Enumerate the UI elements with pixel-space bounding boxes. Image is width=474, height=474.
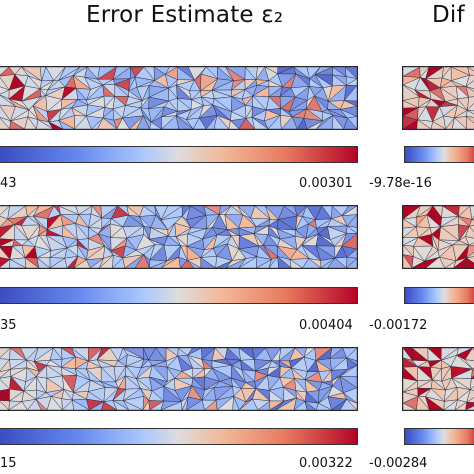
mesh-triangle	[72, 399, 90, 410]
mesh-triangles	[0, 348, 357, 410]
mesh-triangle	[36, 257, 51, 268]
mesh-triangles	[403, 67, 474, 129]
mesh-triangle	[416, 395, 430, 410]
error-colorbar-min-label-2: 35	[0, 318, 17, 333]
mesh-triangle	[48, 121, 64, 129]
mesh-triangle	[46, 395, 63, 410]
mesh-triangle	[228, 120, 240, 129]
mesh-triangle	[9, 259, 27, 268]
mesh-triangle	[315, 402, 332, 410]
difference-mesh-plot-1	[402, 66, 474, 130]
mesh-triangle	[136, 115, 150, 129]
mesh-triangle	[134, 254, 150, 268]
mesh-triangle	[469, 206, 474, 221]
mesh-triangle	[430, 121, 447, 129]
mesh-triangle	[470, 375, 474, 380]
error-colorbar-1	[0, 146, 358, 163]
mesh-triangle	[343, 117, 357, 129]
mesh-triangle	[464, 359, 474, 370]
difference-mesh-plot-3	[402, 347, 474, 411]
difference-colorbar-min-label-1: -9.78e-16	[369, 176, 432, 191]
mesh-triangle	[346, 257, 357, 268]
mesh-triangle	[468, 219, 474, 227]
mesh-triangles	[403, 206, 474, 268]
mesh-triangle	[465, 236, 474, 246]
difference-colorbar-min-label-2: -0.00172	[369, 318, 428, 333]
mesh-triangle	[238, 118, 255, 129]
mesh-triangles	[0, 206, 357, 268]
mesh-triangle	[339, 398, 357, 410]
error-colorbar-max-label-1: 0.00301	[299, 176, 353, 191]
error-estimate-title: Error Estimate ε₂	[86, 2, 284, 28]
mesh-triangle	[327, 257, 347, 268]
mesh-triangle	[149, 121, 163, 129]
difference-colorbar-1	[404, 146, 474, 163]
mesh-triangle	[187, 260, 202, 268]
mesh-triangle	[403, 254, 413, 268]
mesh-triangle	[416, 119, 432, 129]
mesh-triangle	[24, 257, 40, 268]
error-colorbar-min-label-1: 43	[0, 176, 17, 191]
difference-title: Dif	[432, 2, 465, 28]
mesh-triangle	[35, 399, 48, 410]
difference-colorbar-2	[404, 287, 474, 304]
mesh-triangle	[289, 259, 303, 268]
mesh-triangle	[112, 399, 130, 410]
mesh-triangle	[97, 117, 118, 129]
mesh-triangle	[232, 396, 240, 410]
error-colorbar-2	[0, 287, 358, 304]
mesh-triangle	[58, 119, 75, 129]
difference-colorbar-3	[404, 428, 474, 445]
mesh-triangle	[101, 401, 118, 410]
mesh-triangle	[403, 402, 417, 410]
mesh-triangle	[465, 86, 474, 98]
mesh-triangle	[9, 120, 26, 129]
mesh-triangle	[302, 258, 322, 268]
difference-mesh-plot-2	[402, 205, 474, 269]
mesh-triangle	[451, 117, 467, 129]
mesh-triangle	[0, 117, 11, 129]
mesh-triangle	[175, 115, 194, 129]
mesh-triangle	[213, 114, 229, 129]
error-mesh-plot-2	[0, 205, 358, 269]
mesh-triangle	[0, 401, 10, 410]
mesh-triangle	[471, 215, 474, 220]
mesh-triangles	[0, 67, 357, 129]
mesh-triangle	[24, 116, 37, 129]
mesh-triangle	[466, 96, 474, 112]
mesh-triangles	[403, 348, 474, 410]
error-colorbar-max-label-3: 0.00322	[299, 456, 353, 471]
mesh-triangle	[424, 396, 445, 410]
error-colorbar-3	[0, 428, 358, 445]
mesh-triangle	[466, 102, 474, 112]
error-mesh-plot-3	[0, 347, 358, 411]
error-mesh-plot-1	[0, 66, 358, 130]
mesh-triangle	[332, 114, 345, 129]
mesh-triangle	[277, 256, 292, 268]
mesh-triangle	[251, 116, 269, 129]
mesh-triangle	[469, 385, 474, 392]
mesh-triangle	[122, 400, 143, 410]
error-colorbar-max-label-2: 0.00404	[299, 318, 353, 333]
mesh-triangle	[200, 257, 217, 268]
mesh-triangle	[467, 67, 474, 76]
mesh-triangle	[465, 405, 474, 410]
mesh-triangle	[304, 401, 317, 410]
error-colorbar-min-label-3: 15	[0, 456, 17, 471]
mesh-triangle	[36, 119, 54, 129]
difference-colorbar-min-label-3: -0.00284	[369, 456, 428, 471]
